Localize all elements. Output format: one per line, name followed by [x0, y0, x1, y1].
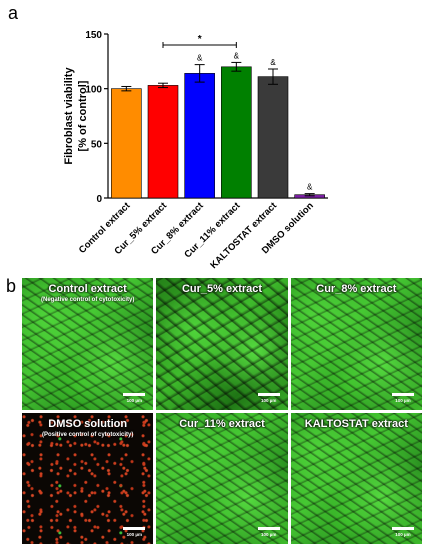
- micrograph-title: KALTOSTAT extract: [304, 417, 408, 430]
- y-tick-label: 50: [91, 139, 103, 150]
- micrograph-kaltostat: KALTOSTAT extract 100 µm: [290, 412, 422, 544]
- scale-bar: 100 µm: [257, 392, 280, 403]
- y-tick-label: 100: [85, 85, 102, 96]
- bar: [184, 73, 215, 199]
- y-axis-label-units: [% of control]: [77, 80, 89, 151]
- scale-bar-label: 100 µm: [260, 397, 277, 403]
- panel-a-label: a: [8, 3, 19, 23]
- scale-bar-label: 100 µm: [126, 532, 142, 537]
- scale-bar-label: 100 µm: [395, 397, 411, 403]
- panel-b-label: b: [6, 276, 17, 296]
- micrograph-title: DMSO solution: [48, 417, 128, 430]
- y-tick-label: 0: [96, 194, 102, 205]
- bar-chart: 0 50 100 150 Fibroblast viability [% of contr…: [63, 30, 328, 271]
- bar: [147, 85, 179, 199]
- micrograph-dmso: DMSO solution (Positive control of cytot…: [22, 412, 154, 544]
- scale-bar-label: 100 µm: [260, 532, 277, 537]
- scale-bar: 100 µm: [123, 527, 146, 537]
- micrograph-grid: Control extract (Negative control of cyt…: [22, 278, 422, 544]
- micrograph-subtitle: (Positive control of cytotoxicity): [41, 431, 134, 438]
- y-tick-label: 150: [85, 30, 102, 41]
- scale-bar: 100 µm: [391, 392, 414, 403]
- micrograph-title: Cur_5% extract: [181, 283, 263, 295]
- ampersand-marker: &: [197, 54, 203, 63]
- bar: [257, 76, 289, 199]
- ampersand-marker: &: [270, 58, 276, 67]
- bar: [221, 66, 252, 199]
- scale-bar-label: 100 µm: [126, 397, 142, 403]
- ampersand-marker: &: [234, 51, 240, 60]
- micrograph-control: Control extract (Negative control of cyt…: [22, 278, 154, 410]
- micrograph-cur11: Cur_11% extract 100 µm: [156, 412, 288, 544]
- scale-bar: 100 µm: [391, 527, 414, 537]
- micrograph-title: Cur_8% extract: [316, 283, 397, 295]
- micrograph-title: Cur_11% extract: [179, 417, 265, 430]
- micrograph-cur8: Cur_8% extract 100 µm: [290, 278, 422, 410]
- scale-bar: 100 µm: [257, 527, 280, 537]
- micrograph-subtitle: (Negative control of cytotoxicity): [40, 297, 135, 303]
- scale-bar: 100 µm: [123, 392, 146, 403]
- y-axis-label: Fibroblast viability: [63, 67, 75, 165]
- scale-bar-label: 100 µm: [395, 532, 411, 537]
- significance-star: *: [198, 34, 202, 45]
- bar: [111, 88, 142, 199]
- ampersand-marker: &: [307, 183, 313, 192]
- micrograph-cur5: Cur_5% extract 100 µm: [156, 278, 288, 410]
- x-tick-label: KALTOSTAT extract: [208, 200, 279, 271]
- micrograph-title: Control extract: [48, 283, 127, 295]
